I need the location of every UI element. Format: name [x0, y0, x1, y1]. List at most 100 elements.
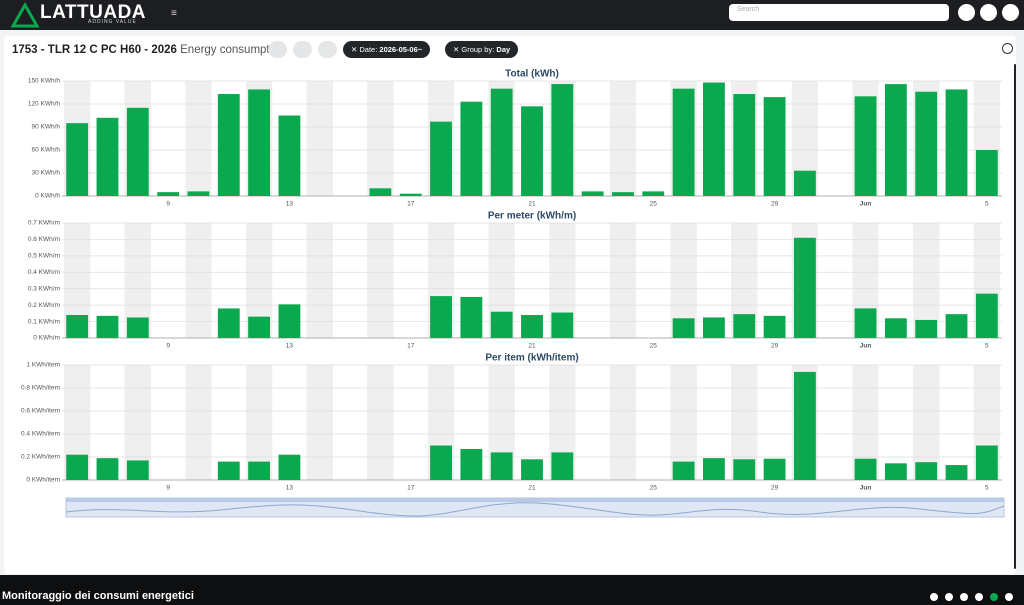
- bar: [248, 461, 271, 480]
- page-dot[interactable]: [990, 593, 998, 601]
- bar: [793, 237, 816, 338]
- bar: [217, 308, 240, 338]
- x-tick-label: 25: [650, 343, 658, 350]
- bar: [96, 458, 119, 480]
- page-dot[interactable]: [945, 593, 953, 601]
- x-tick-label: 29: [771, 343, 779, 350]
- x-tick-label: 29: [771, 485, 779, 492]
- share-button[interactable]: [268, 41, 287, 58]
- x-tick-label: 13: [286, 485, 294, 492]
- logo: LATTUADA: [40, 2, 147, 23]
- y-tick-label: 120 KWh/h: [28, 101, 61, 108]
- bar: [854, 458, 877, 480]
- bar: [187, 191, 210, 196]
- bar: [915, 462, 938, 480]
- page-dot[interactable]: [960, 593, 968, 601]
- bar: [733, 94, 756, 196]
- bar: [672, 88, 695, 196]
- page-dot[interactable]: [975, 593, 983, 601]
- cart-button[interactable]: [958, 4, 975, 21]
- y-tick-label: 0.1 KWh/m: [28, 318, 60, 325]
- page-dot[interactable]: [930, 593, 938, 601]
- bar: [217, 94, 240, 196]
- column-band: [609, 81, 637, 196]
- y-tick-label: 30 KWh/h: [31, 170, 60, 177]
- filter-label: Group by:: [461, 45, 495, 54]
- y-tick-label: 0.6 KWh/item: [21, 408, 60, 415]
- footer: Monitoraggio dei consumi energetici: [0, 575, 1024, 605]
- bar: [703, 458, 725, 480]
- user-button[interactable]: [1002, 4, 1019, 21]
- bar: [945, 465, 968, 480]
- column-band: [367, 81, 394, 196]
- bar: [915, 91, 938, 196]
- bar: [551, 452, 574, 480]
- column-band: [913, 223, 940, 338]
- bar: [551, 312, 574, 338]
- x-tick-label: 25: [650, 485, 658, 492]
- x-tick-label: 29: [771, 201, 779, 208]
- filter-value: Day: [496, 45, 511, 54]
- y-tick-label: 0.2 KWh/m: [28, 302, 60, 309]
- x-tick-label: Jun: [860, 485, 872, 492]
- bar: [945, 89, 968, 196]
- y-tick-label: 0.4 KWh/item: [21, 431, 60, 438]
- y-tick-label: 60 KWh/h: [31, 147, 60, 154]
- bar: [490, 452, 513, 480]
- bar: [66, 315, 89, 338]
- bar: [703, 82, 725, 196]
- y-tick-label: 1 KWh/item: [26, 362, 60, 369]
- menu-icon[interactable]: ≡: [171, 8, 177, 19]
- bar: [672, 318, 695, 338]
- bar: [217, 461, 240, 480]
- bar: [126, 107, 149, 196]
- export-button[interactable]: [318, 41, 337, 58]
- bar: [763, 315, 786, 338]
- x-tick-label: 21: [528, 485, 536, 492]
- group-filter[interactable]: ✕ Group by: Day: [445, 41, 519, 58]
- page-dot[interactable]: [1005, 593, 1013, 601]
- column-band: [670, 365, 697, 480]
- x-tick-label: 17: [407, 485, 415, 492]
- top-bar: LATTUADA ADDING VALUE ≡ Search: [0, 0, 1024, 30]
- bar: [430, 121, 452, 196]
- bar: [460, 101, 483, 196]
- bar: [612, 192, 634, 196]
- x-tick-label: 9: [166, 201, 170, 208]
- x-tick-label: 13: [286, 201, 294, 208]
- bar: [248, 316, 271, 338]
- edit-button[interactable]: [293, 41, 312, 58]
- column-band: [306, 81, 333, 196]
- y-tick-label: 0.2 KWh/item: [21, 454, 60, 461]
- x-tick-label: 17: [407, 201, 415, 208]
- y-tick-label: 0 KWh/m: [33, 335, 60, 342]
- bar: [460, 448, 483, 480]
- bar: [884, 463, 907, 480]
- bar: [581, 191, 604, 196]
- bar: [975, 445, 998, 480]
- bar: [854, 96, 877, 196]
- bar: [430, 445, 452, 480]
- filter-label: Date:: [359, 45, 378, 54]
- bar: [793, 371, 816, 480]
- bar: [369, 188, 392, 196]
- x-tick-label: 5: [985, 343, 989, 350]
- bar: [793, 170, 816, 196]
- column-band: [306, 365, 333, 480]
- x-tick-label: 5: [985, 485, 989, 492]
- bar: [248, 89, 271, 196]
- bar: [915, 319, 938, 338]
- y-tick-label: 0.4 KWh/m: [28, 269, 60, 276]
- column-band: [367, 223, 394, 338]
- date-filter[interactable]: ✕ Date: 2026-05-06~: [343, 41, 431, 58]
- column-band: [306, 223, 333, 338]
- column-band: [185, 365, 212, 480]
- y-tick-label: 0 KWh/h: [35, 193, 60, 200]
- info-button[interactable]: [1002, 43, 1013, 54]
- search[interactable]: Search: [729, 4, 949, 21]
- camera-button[interactable]: [980, 4, 997, 21]
- bar: [975, 150, 998, 196]
- logo-icon: [10, 2, 40, 28]
- bar: [733, 314, 756, 338]
